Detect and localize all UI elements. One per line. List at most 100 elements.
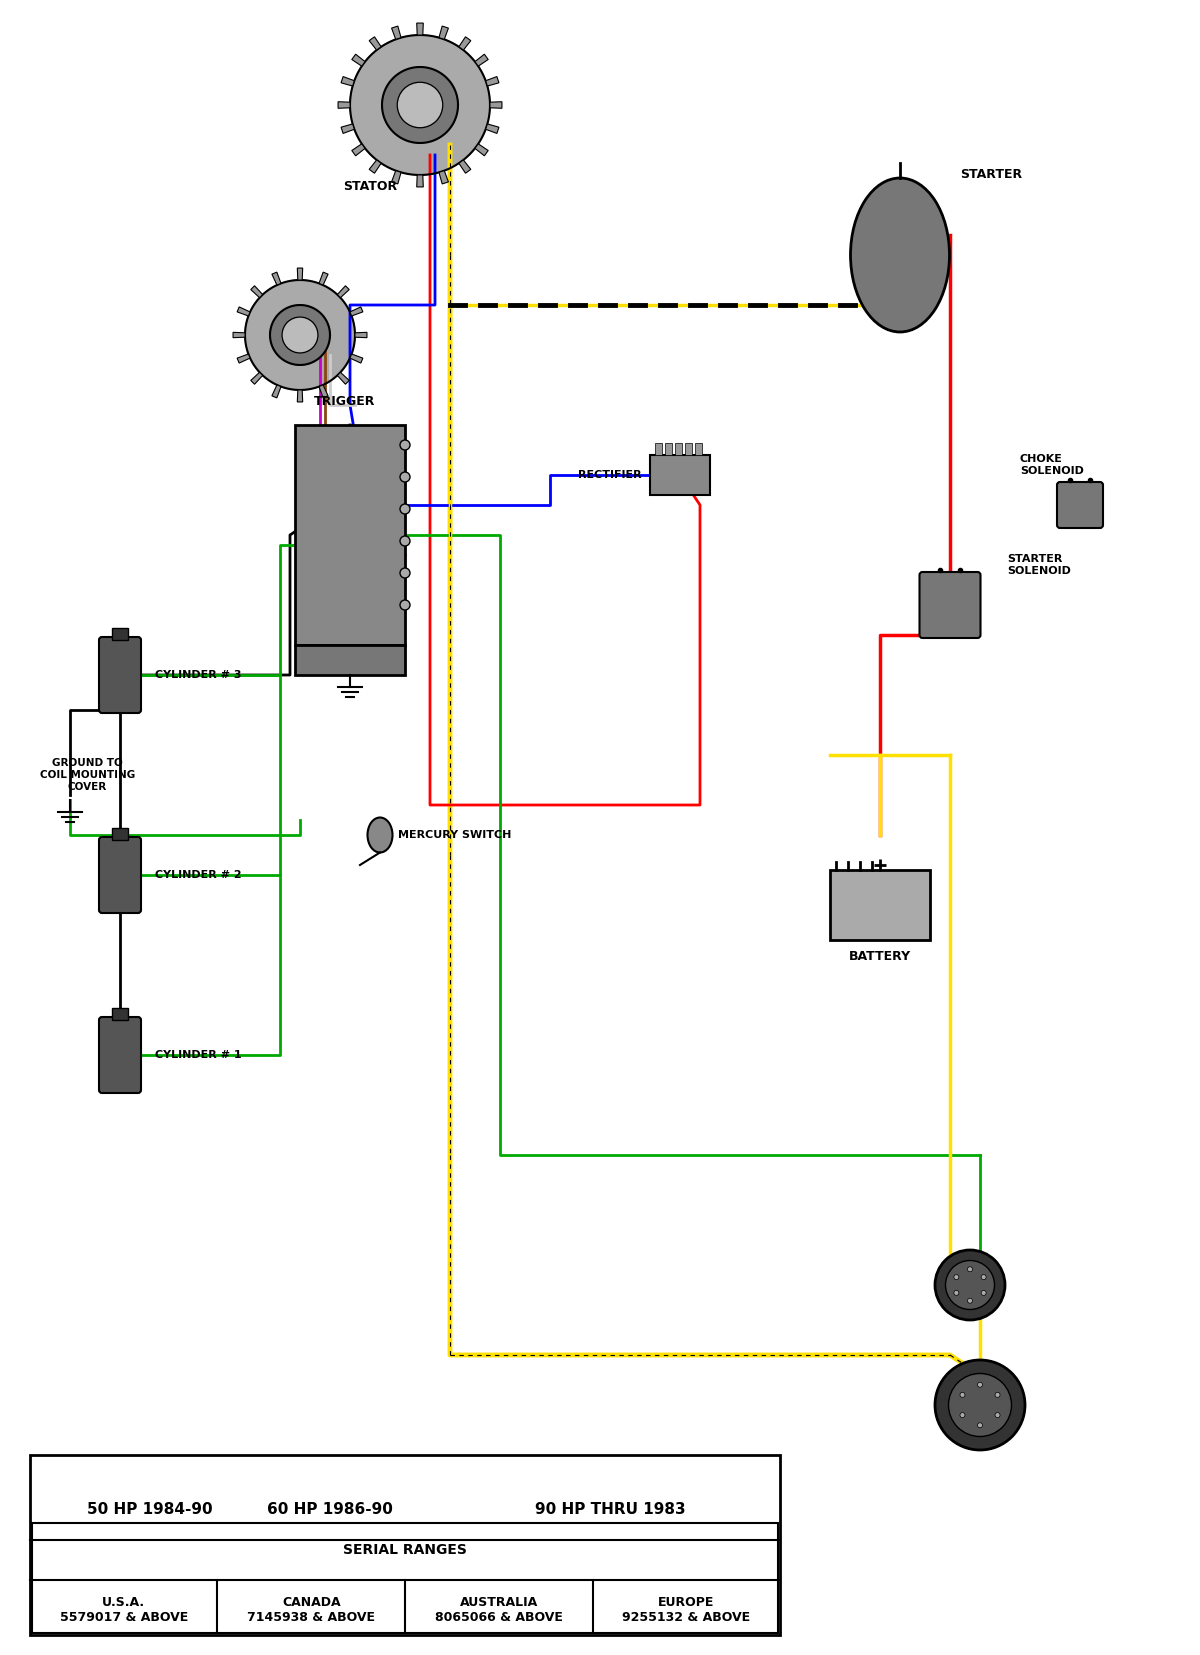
Polygon shape bbox=[355, 333, 367, 338]
Circle shape bbox=[978, 1382, 983, 1387]
Circle shape bbox=[400, 440, 410, 450]
Text: CHOKE
SOLENOID: CHOKE SOLENOID bbox=[1020, 453, 1084, 475]
FancyBboxPatch shape bbox=[98, 837, 142, 914]
Circle shape bbox=[982, 1274, 986, 1279]
Polygon shape bbox=[319, 386, 328, 397]
Text: STATOR: STATOR bbox=[343, 180, 397, 194]
Text: CYLINDER # 1: CYLINDER # 1 bbox=[155, 1049, 241, 1059]
Circle shape bbox=[995, 1392, 1000, 1397]
Circle shape bbox=[400, 601, 410, 611]
Text: 90 HP THRU 1983: 90 HP THRU 1983 bbox=[535, 1503, 685, 1518]
Circle shape bbox=[400, 568, 410, 578]
Circle shape bbox=[948, 1374, 1012, 1437]
Ellipse shape bbox=[367, 818, 392, 852]
Bar bbox=[112, 828, 128, 841]
Circle shape bbox=[960, 1413, 965, 1418]
Polygon shape bbox=[475, 55, 488, 66]
Bar bbox=[695, 444, 702, 455]
FancyBboxPatch shape bbox=[1057, 482, 1103, 528]
Text: 50 HP 1984-90: 50 HP 1984-90 bbox=[88, 1503, 212, 1518]
Polygon shape bbox=[490, 101, 502, 108]
Text: TRIGGER: TRIGGER bbox=[314, 396, 376, 409]
Polygon shape bbox=[416, 175, 424, 187]
Polygon shape bbox=[416, 23, 424, 35]
Polygon shape bbox=[341, 124, 354, 134]
Circle shape bbox=[400, 472, 410, 482]
Text: EUROPE
9255132 & ABOVE: EUROPE 9255132 & ABOVE bbox=[622, 1595, 750, 1624]
Bar bbox=[30, 1455, 780, 1635]
Text: STARTER: STARTER bbox=[960, 169, 1022, 182]
Polygon shape bbox=[439, 26, 449, 40]
Polygon shape bbox=[350, 35, 490, 175]
Polygon shape bbox=[350, 306, 362, 316]
Circle shape bbox=[995, 1413, 1000, 1418]
Circle shape bbox=[954, 1274, 959, 1279]
Polygon shape bbox=[337, 286, 349, 298]
Polygon shape bbox=[251, 286, 263, 298]
Bar bbox=[655, 444, 662, 455]
Text: AUSTRALIA
8065066 & ABOVE: AUSTRALIA 8065066 & ABOVE bbox=[434, 1595, 563, 1624]
Circle shape bbox=[400, 505, 410, 515]
Circle shape bbox=[400, 536, 410, 546]
Polygon shape bbox=[272, 271, 281, 285]
Polygon shape bbox=[251, 372, 263, 384]
Polygon shape bbox=[272, 386, 281, 397]
Circle shape bbox=[960, 1392, 965, 1397]
Polygon shape bbox=[338, 101, 350, 108]
Text: U.S.A.
5579017 & ABOVE: U.S.A. 5579017 & ABOVE bbox=[60, 1595, 188, 1624]
Circle shape bbox=[282, 318, 318, 353]
Bar bbox=[112, 627, 128, 640]
Bar bbox=[665, 444, 672, 455]
Circle shape bbox=[397, 83, 443, 127]
Circle shape bbox=[967, 1298, 972, 1302]
Polygon shape bbox=[319, 271, 328, 285]
Polygon shape bbox=[238, 306, 250, 316]
Polygon shape bbox=[233, 333, 245, 338]
Circle shape bbox=[967, 1266, 972, 1271]
Text: BATTERY: BATTERY bbox=[848, 950, 911, 963]
FancyBboxPatch shape bbox=[295, 425, 406, 645]
FancyBboxPatch shape bbox=[650, 455, 710, 495]
Polygon shape bbox=[458, 161, 470, 174]
Bar bbox=[32, 1523, 778, 1633]
Text: 60 HP 1986-90: 60 HP 1986-90 bbox=[268, 1503, 392, 1518]
Polygon shape bbox=[370, 36, 382, 50]
Text: GROUND TO
COIL MOUNTING
COVER: GROUND TO COIL MOUNTING COVER bbox=[40, 758, 136, 791]
Polygon shape bbox=[475, 144, 488, 156]
Polygon shape bbox=[270, 305, 330, 366]
Circle shape bbox=[946, 1261, 995, 1309]
Text: STARTER
SOLENOID: STARTER SOLENOID bbox=[1008, 554, 1072, 576]
Text: CYLINDER # 2: CYLINDER # 2 bbox=[155, 871, 241, 880]
FancyBboxPatch shape bbox=[98, 1018, 142, 1092]
Polygon shape bbox=[391, 26, 401, 40]
Polygon shape bbox=[352, 144, 365, 156]
Polygon shape bbox=[238, 354, 250, 362]
Circle shape bbox=[982, 1291, 986, 1296]
Polygon shape bbox=[486, 76, 499, 86]
Bar bbox=[685, 444, 692, 455]
Bar bbox=[674, 444, 682, 455]
FancyBboxPatch shape bbox=[919, 573, 980, 637]
Bar bbox=[295, 645, 406, 675]
Circle shape bbox=[954, 1291, 959, 1296]
Polygon shape bbox=[298, 391, 302, 402]
Circle shape bbox=[935, 1250, 1006, 1321]
Polygon shape bbox=[341, 76, 354, 86]
Polygon shape bbox=[439, 170, 449, 184]
Polygon shape bbox=[458, 36, 470, 50]
Polygon shape bbox=[391, 170, 401, 184]
Text: RECTIFIER: RECTIFIER bbox=[578, 470, 642, 480]
Polygon shape bbox=[370, 161, 382, 174]
Text: SERIAL RANGES: SERIAL RANGES bbox=[343, 1542, 467, 1557]
Polygon shape bbox=[486, 124, 499, 134]
Text: CANADA
7145938 & ABOVE: CANADA 7145938 & ABOVE bbox=[247, 1595, 376, 1624]
Text: MERCURY SWITCH: MERCURY SWITCH bbox=[398, 831, 511, 841]
Polygon shape bbox=[382, 66, 458, 142]
Polygon shape bbox=[350, 354, 362, 362]
Bar bbox=[112, 1008, 128, 1019]
Ellipse shape bbox=[851, 179, 949, 333]
Polygon shape bbox=[337, 372, 349, 384]
FancyBboxPatch shape bbox=[98, 637, 142, 713]
Circle shape bbox=[978, 1423, 983, 1428]
Polygon shape bbox=[352, 55, 365, 66]
